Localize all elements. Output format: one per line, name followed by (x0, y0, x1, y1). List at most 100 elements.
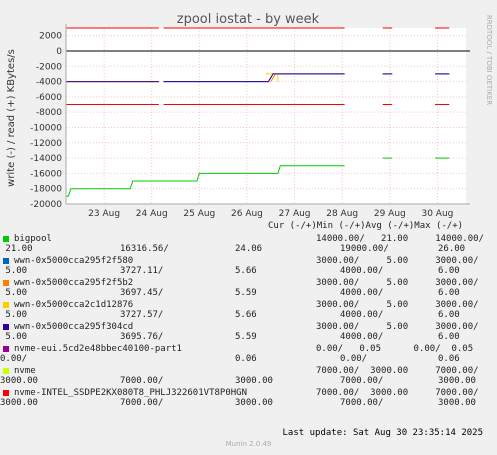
legend-swatch (3, 390, 9, 396)
legend-value: 4000.00/ (340, 310, 384, 320)
legend-value: 21.00 (0, 244, 33, 254)
legend-label: wwn-0x5000cca295f304cd (14, 322, 134, 332)
side-label: RRDTOOL / TOBI OETIKER (485, 15, 493, 105)
legend-values: 14000.00/ 21.00 14000.00/ (316, 234, 484, 244)
legend-value: 6.00 (438, 332, 460, 342)
y-tick-label: -8000 (36, 108, 62, 118)
x-tick-label: 28 Aug (326, 209, 358, 219)
legend-label: wwn-0x5000cca295f2f5b2 (14, 278, 134, 288)
legend-value: 7000.00/ (120, 398, 164, 408)
legend-values: 7000.00/ 3000.00 7000.00/ (316, 388, 479, 398)
legend-value: 0.00/ (0, 354, 28, 364)
legend-value: 26.00 (438, 244, 466, 254)
plot-area (66, 28, 466, 204)
y-tick-label: -20000 (30, 200, 62, 210)
y-tick-label: -4000 (36, 78, 62, 88)
legend-value: 19000.00/ (340, 244, 389, 254)
legend-value: 5.00 (0, 288, 28, 298)
x-tick-label: 27 Aug (279, 209, 311, 219)
munin-version: Munin 2.0.49 (225, 440, 272, 448)
legend-row: nvme-eui.5cd2e48bbec40100-part1 0.00/ 0.0… (0, 344, 497, 366)
chart-title: zpool iostat - by week (177, 12, 320, 27)
x-tick-label: 26 Aug (231, 209, 263, 219)
legend-row: wwn-0x5000cca2c1d12876 3000.00/ 5.00 3000… (0, 300, 497, 322)
legend-swatch (3, 280, 9, 286)
y-tick-label: -18000 (30, 185, 62, 195)
legend-values: 7000.00/ 3000.00 7000.00/ (316, 366, 479, 376)
legend-swatch (3, 368, 9, 374)
legend-values: 3000.00/ 5.00 3000.00/ (316, 322, 479, 332)
legend-value: 5.66 (235, 310, 257, 320)
legend-row: wwn-0x5000cca295f2f580 3000.00/ 5.00 3000… (0, 256, 497, 278)
legend-value: 3000.00 (235, 376, 273, 386)
legend-value: 5.59 (235, 332, 257, 342)
legend-value: 4000.00/ (340, 332, 384, 342)
legend-label: nvme (14, 366, 36, 376)
legend-row: bigpool 14000.00/ 21.00 14000.00/ 21.00 16… (0, 234, 497, 256)
legend-value: 0.00/ (340, 354, 368, 364)
legend-value: 3727.11/ (120, 266, 164, 276)
legend-swatch (3, 346, 9, 352)
legend-value: 5.66 (235, 266, 257, 276)
legend-value: 0.06 (235, 354, 257, 364)
y-tick-label: 2000 (39, 32, 62, 42)
x-tick-label: 24 Aug (136, 209, 168, 219)
legend-label: wwn-0x5000cca295f2f580 (14, 256, 134, 266)
legend-value: 5.00 (0, 266, 28, 276)
legend-value: 24.06 (235, 244, 263, 254)
legend-swatch (3, 302, 9, 308)
legend-value: 5.59 (235, 288, 257, 298)
y-tick-label: -14000 (30, 154, 62, 164)
x-tick-label: 23 Aug (88, 209, 120, 219)
legend-values: 3000.00/ 5.00 3000.00/ (316, 300, 479, 310)
series-line (66, 165, 345, 197)
y-tick-label: -2000 (36, 62, 62, 72)
x-tick-label: 25 Aug (183, 209, 215, 219)
legend-value: 3727.57/ (120, 310, 164, 320)
legend-value: 3000.00 (438, 398, 476, 408)
series-line (163, 73, 345, 83)
legend-value: 3000.00 (0, 376, 38, 386)
legend-swatch (3, 258, 9, 264)
legend-values: 0.00/ 0.05 0.00/ 0.05 (316, 344, 474, 354)
legend-value: 7000.00/ (340, 398, 384, 408)
legend-value: 4000.00/ (340, 266, 384, 276)
axes: 2000 0 -2000 -4000 -6000 -8000 -10000 -12000 -14… (30, 24, 470, 219)
y-tick-label: -10000 (30, 123, 62, 133)
legend-label: bigpool (14, 234, 52, 244)
legend-value: 5.00 (0, 310, 28, 320)
series-line (270, 73, 276, 82)
legend-value: 16316.56/ (120, 244, 169, 254)
x-tick-label: 30 Aug (421, 209, 453, 219)
y-tick-label: -16000 (30, 169, 62, 179)
legend-label: nvme-eui.5cd2e48bbec40100-part1 (14, 344, 182, 354)
y-axis-label: write (-) / read (+) KBytes/s (6, 49, 17, 187)
legend-row: nvme-INTEL_SSDPE2KX080T8_PHLJ322601VT8P0… (0, 388, 497, 410)
legend-value: 3000.00 (0, 398, 38, 408)
legend-swatch (3, 236, 9, 242)
legend-value: 3000.00 (438, 376, 476, 386)
legend-value: 7000.00/ (120, 376, 164, 386)
legend-value: 0.06 (438, 354, 460, 364)
legend-value: 5.00 (0, 332, 28, 342)
legend-value: 3697.45/ (120, 288, 164, 298)
legend-values: 3000.00/ 5.00 3000.00/ (316, 256, 479, 266)
last-update: Last update: Sat Aug 30 23:35:14 2025 (282, 428, 483, 438)
legend-value: 6.00 (438, 310, 460, 320)
legend-value: 7000.00/ (340, 376, 384, 386)
legend-value: 3695.76/ (120, 332, 164, 342)
y-tick-label: 0 (56, 47, 62, 57)
legend-header: Cur (-/+)Min (-/+)Avg (-/+)Max (-/+) (268, 221, 464, 231)
y-tick-label: -6000 (36, 93, 62, 103)
legend-value: 6.00 (438, 288, 460, 298)
legend-value: 3000.00 (235, 398, 273, 408)
legend-label: wwn-0x5000cca2c1d12876 (14, 300, 134, 310)
y-tick-label: -12000 (30, 139, 62, 149)
legend-value: 6.00 (438, 266, 460, 276)
legend-row: wwn-0x5000cca295f2f5b2 3000.00/ 5.00 3000… (0, 278, 497, 300)
legend-label: nvme-INTEL_SSDPE2KX080T8_PHLJ322601VT8P0… (14, 388, 247, 398)
legend-row: wwn-0x5000cca295f304cd 3000.00/ 5.00 3000… (0, 322, 497, 344)
x-tick-label: 29 Aug (374, 209, 406, 219)
legend-value: 4000.00/ (340, 288, 384, 298)
